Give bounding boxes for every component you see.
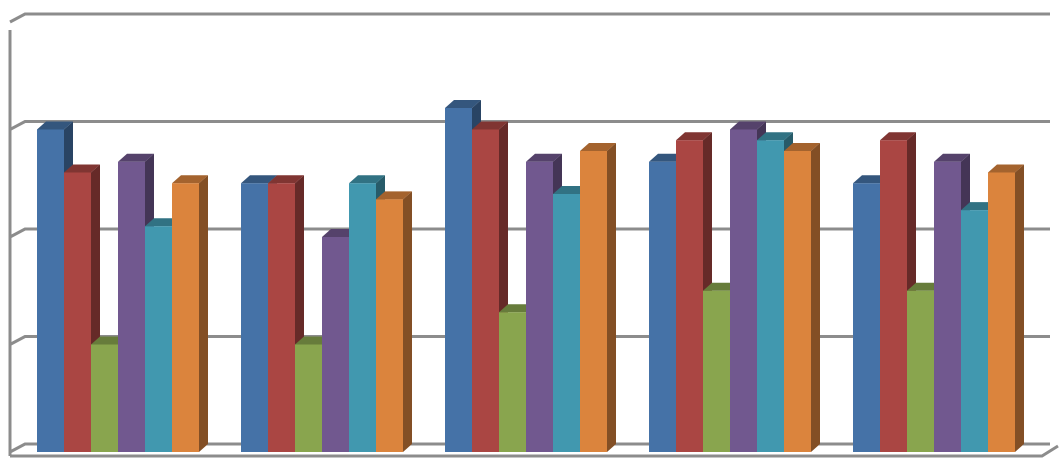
bar-top: [730, 121, 766, 130]
bar: [757, 140, 784, 452]
bar: [499, 312, 526, 452]
bar: [553, 194, 580, 452]
bar: [526, 161, 553, 452]
bar: [145, 226, 172, 452]
bar-side: [811, 143, 820, 452]
bar-top: [472, 121, 508, 130]
bar-top: [268, 175, 304, 184]
bar: [472, 129, 499, 452]
bar: [649, 161, 676, 452]
bar: [445, 108, 472, 452]
bar-group: [580, 143, 616, 452]
bar: [172, 183, 199, 452]
bar-top: [784, 143, 820, 151]
bar: [37, 129, 64, 452]
bar-side: [199, 175, 208, 452]
bar-top: [172, 175, 208, 184]
bar: [268, 183, 295, 452]
bar-top: [757, 132, 793, 141]
bar: [988, 172, 1015, 452]
bar: [580, 151, 607, 452]
bar: [91, 344, 118, 452]
bar: [934, 161, 961, 452]
bar-side: [607, 143, 616, 452]
bar-side: [1015, 164, 1024, 452]
bar: [241, 183, 268, 452]
bar-top: [676, 132, 712, 141]
bar: [703, 290, 730, 452]
bar: [676, 140, 703, 452]
bar: [880, 140, 907, 452]
grid-line: [9, 120, 1050, 131]
bar-top: [64, 164, 100, 173]
bar-top: [988, 164, 1024, 173]
bar-group: [172, 175, 208, 452]
bar: [961, 210, 988, 452]
bar: [295, 344, 322, 452]
bar-top: [934, 153, 970, 162]
bar-side: [403, 191, 412, 452]
bar-group: [376, 191, 412, 452]
bar: [784, 151, 811, 452]
bar: [118, 161, 145, 452]
bar-top: [376, 191, 412, 200]
bar-top: [241, 175, 277, 184]
bar: [64, 172, 91, 452]
floor: [10, 444, 1059, 458]
bar-top: [445, 100, 481, 108]
bar-group: [676, 132, 712, 452]
bar: [349, 183, 376, 452]
bar-group: [784, 143, 820, 452]
bar: [376, 199, 403, 452]
grid-line: [9, 12, 1050, 24]
bar-top: [118, 153, 154, 162]
bar: [730, 129, 757, 452]
bar-top: [37, 121, 73, 130]
bar-group: [988, 164, 1024, 452]
bar: [907, 290, 934, 452]
bar-top: [349, 175, 385, 184]
bar-top: [880, 132, 916, 141]
bar-top: [526, 153, 562, 162]
bar: [322, 237, 349, 452]
bar-group: [295, 336, 331, 452]
bar: [853, 183, 880, 452]
bar-top: [580, 143, 616, 151]
